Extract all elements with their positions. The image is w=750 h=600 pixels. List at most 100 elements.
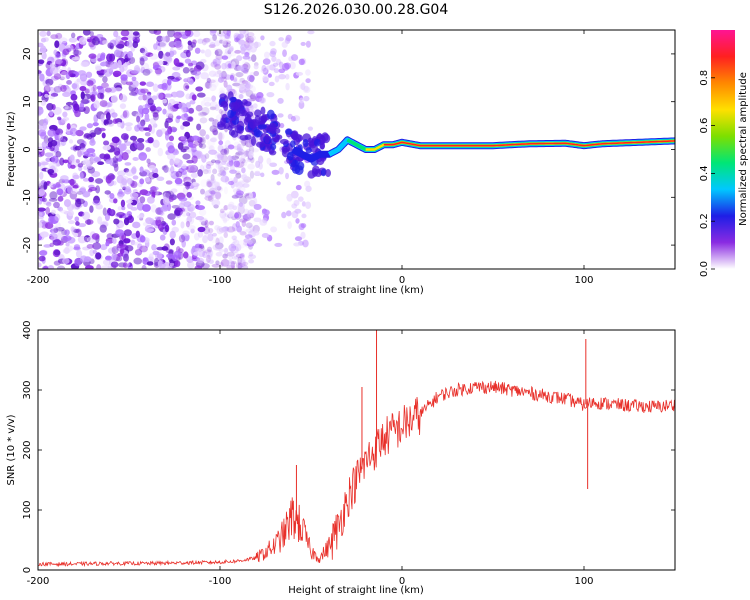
spectrogram-noise-dot: [100, 61, 107, 67]
spectrogram-noise-dot: [86, 244, 95, 249]
spectrogram-noise-dot: [214, 185, 223, 191]
spectrogram-signal-blob: [217, 123, 227, 131]
spectrogram-noise-dot: [185, 220, 190, 228]
spectrogram-noise-dot: [158, 261, 166, 269]
spectrogram-signal-blob: [229, 96, 237, 103]
spectrogram-noise-dot: [258, 97, 267, 104]
spectrogram-noise-dot: [62, 111, 68, 118]
spectrogram-noise-dot: [85, 71, 93, 78]
spectrogram-signal-blob: [311, 165, 320, 175]
spectrogram-noise-dot: [117, 143, 127, 152]
spectrogram-noise-dot: [288, 56, 294, 62]
spectrogram-noise-dot: [211, 118, 217, 127]
spectrogram-noise-dot: [156, 176, 165, 182]
spectrogram-noise-dot: [237, 240, 246, 249]
spectrogram-noise-dot: [226, 264, 236, 269]
spectrogram-noise-dot: [85, 153, 94, 158]
spectrogram-noise-dot: [212, 73, 222, 78]
spectrogram-noise-dot: [79, 143, 86, 149]
spectrogram-noise-dot: [125, 125, 132, 132]
spectrogram-signal-blob: [266, 109, 275, 120]
x-tick-label: 0: [399, 275, 405, 286]
spectrogram-signal-blob: [305, 147, 312, 154]
spectrogram-noise-dot: [102, 76, 108, 83]
spectrogram-noise-dot: [200, 217, 209, 225]
spectrogram-signal-blob: [281, 145, 291, 153]
spectrogram-noise-dot: [182, 153, 191, 160]
spectrogram-noise-dot: [109, 39, 117, 47]
spectrogram-noise-dot: [159, 234, 166, 241]
spectrogram-noise-dot: [231, 256, 240, 260]
spectrogram-noise-dot: [229, 74, 235, 81]
spectrogram-noise-dot: [154, 67, 163, 75]
spectrogram-noise-dot: [233, 251, 240, 259]
spectrogram-noise-dot: [107, 247, 116, 254]
spectrogram-noise-dot: [212, 129, 219, 136]
spectrogram-noise-dot: [221, 145, 229, 154]
spectrogram-noise-dot: [260, 97, 265, 104]
spectrogram-noise-dot: [261, 233, 270, 238]
spectrogram-noise-dot: [233, 239, 240, 247]
spectrogram-noise-dot: [303, 85, 309, 92]
spectrogram-noise-dot: [278, 166, 284, 175]
spectrogram-noise-dot: [245, 35, 255, 44]
spectrogram-noise-dot: [54, 40, 60, 49]
spectrogram-noise-dot: [130, 192, 139, 199]
spectrogram-noise-dot: [277, 97, 284, 104]
spectrogram-noise-dot: [95, 185, 101, 194]
spectrogram-noise-dot: [47, 169, 55, 174]
spectrogram-noise-dot: [210, 178, 215, 185]
spectrogram-noise-dot: [101, 132, 106, 139]
spectrogram-noise-dot: [239, 231, 247, 236]
spectrogram-noise-dot: [96, 85, 103, 90]
spectrogram-noise-dot: [97, 216, 103, 225]
spectrogram-noise-dot: [163, 164, 169, 173]
spectrogram-noise-dot: [68, 139, 74, 144]
spectrogram-noise-dot: [227, 63, 232, 69]
spectrogram-noise-dot: [151, 109, 160, 115]
spectrogram-noise-dot: [300, 223, 307, 229]
spectrogram-signal-blob: [238, 108, 246, 117]
spectrogram-noise-dot: [55, 221, 61, 230]
spectrogram-noise-dot: [230, 245, 239, 254]
spectrogram-noise-dot: [170, 91, 179, 98]
spectrogram-noise-dot: [220, 148, 228, 156]
spectrogram-noise-dot: [170, 188, 178, 193]
spectrogram-noise-dot: [248, 259, 255, 264]
spectrogram-noise-dot: [116, 175, 124, 184]
spectrogram-noise-dot: [154, 257, 160, 267]
spectrogram-noise-dot: [239, 263, 246, 269]
spectrogram-noise-dot: [123, 238, 131, 244]
spectrogram-signal-blob: [269, 127, 277, 134]
spectrogram-noise-dot: [162, 60, 168, 66]
spectrogram-noise-dot: [186, 215, 193, 223]
spectrogram-noise-dot: [139, 235, 146, 243]
spectrogram-noise-dot: [113, 218, 120, 225]
spectrogram-noise-dot: [99, 153, 106, 160]
spectrogram-noise-dot: [253, 203, 262, 211]
x-tick-label: 0: [399, 576, 405, 587]
spectrogram-noise-dot: [38, 198, 43, 205]
spectrogram-noise-dot: [235, 253, 245, 258]
spectrogram-noise-dot: [49, 110, 54, 117]
spectrogram-noise-dot: [69, 154, 75, 161]
spectrogram-noise-dot: [40, 231, 49, 238]
spectrogram-noise-dot: [131, 166, 137, 175]
spectrogram-noise-dot: [178, 234, 186, 243]
spectrogram-noise-dot: [105, 241, 110, 247]
spectrogram-noise-dot: [160, 211, 165, 216]
spectrogram-noise-dot: [261, 210, 270, 217]
spectrogram-noise-dot: [202, 250, 208, 259]
spectrogram-noise-dot: [69, 73, 76, 78]
spectrogram-noise-dot: [39, 73, 45, 82]
spectrogram-noise-dot: [113, 30, 119, 38]
spectrogram-noise-dot: [250, 54, 257, 62]
spectrogram-noise-dot: [165, 117, 173, 123]
spectrogram-noise-dot: [75, 198, 82, 208]
spectrogram-noise-dot: [224, 166, 229, 171]
spectrogram-noise-dot: [210, 61, 217, 67]
colorbar-gradient: [711, 30, 735, 269]
spectrogram-noise-dot: [49, 62, 56, 69]
spectrogram-noise-dot: [87, 165, 93, 169]
spectrogram-noise-dot: [77, 163, 84, 168]
